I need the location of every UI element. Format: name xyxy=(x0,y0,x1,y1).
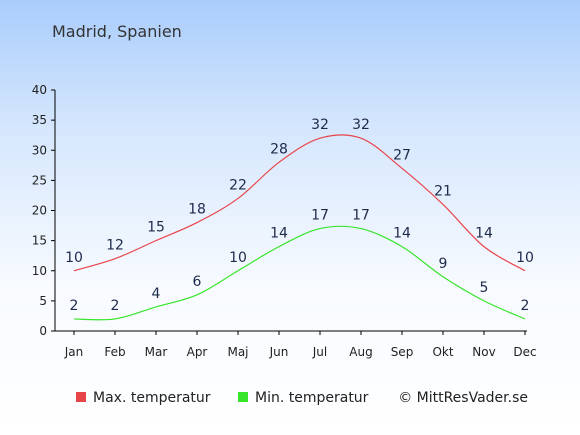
watermark: © MittResVader.se xyxy=(398,390,528,406)
data-label: 10 xyxy=(516,250,534,266)
data-label: 14 xyxy=(393,226,411,242)
data-label: 32 xyxy=(311,117,329,133)
y-tick-label: 5 xyxy=(39,294,47,308)
y-tick-label: 10 xyxy=(32,264,47,278)
x-tick-label: Feb xyxy=(104,345,125,359)
data-label: 22 xyxy=(229,177,247,193)
legend-swatch-0 xyxy=(76,392,86,402)
y-tick-label: 30 xyxy=(32,143,47,157)
data-label: 15 xyxy=(147,220,165,236)
data-label: 14 xyxy=(475,226,493,242)
legend: Max. temperatur Min. temperatur xyxy=(76,390,369,406)
data-label: 12 xyxy=(106,238,124,254)
series-line-0 xyxy=(73,134,526,272)
data-label: 21 xyxy=(434,183,452,199)
series-lines xyxy=(73,134,526,321)
y-tick-label: 15 xyxy=(32,234,47,248)
x-tick-label: Aug xyxy=(349,345,372,359)
x-tick-label: Jan xyxy=(64,345,84,359)
data-label: 9 xyxy=(439,256,448,272)
data-label: 2 xyxy=(70,298,79,314)
legend-label-0: Max. temperatur xyxy=(93,390,211,406)
x-tick-label: Apr xyxy=(187,345,208,359)
y-tick-label: 0 xyxy=(39,324,47,338)
x-tick-label: Nov xyxy=(472,345,495,359)
y-tick-label: 40 xyxy=(32,83,47,97)
x-tick-label: Maj xyxy=(227,345,248,359)
x-tick-label: Jun xyxy=(269,345,289,359)
y-tick-label: 35 xyxy=(32,113,47,127)
data-label: 14 xyxy=(270,226,288,242)
x-tick-label: Dec xyxy=(513,345,536,359)
data-label: 28 xyxy=(270,141,288,157)
data-label: 32 xyxy=(352,117,370,133)
x-tick-label: Mar xyxy=(145,345,168,359)
x-tick-label: Okt xyxy=(432,345,453,359)
data-label: 2 xyxy=(521,298,530,314)
data-label: 5 xyxy=(480,280,489,296)
data-label: 17 xyxy=(311,208,329,224)
chart-title: Madrid, Spanien xyxy=(52,22,182,41)
series-line-1 xyxy=(73,225,526,321)
y-tick-label: 25 xyxy=(32,173,47,187)
data-label: 4 xyxy=(152,286,161,302)
x-tick-label: Jul xyxy=(312,345,327,359)
y-tick-label: 20 xyxy=(32,204,47,218)
x-tick-label: Sep xyxy=(391,345,414,359)
data-label: 2 xyxy=(111,298,120,314)
data-label: 27 xyxy=(393,147,411,163)
data-label: 17 xyxy=(352,208,370,224)
data-label: 6 xyxy=(193,274,202,290)
data-label: 10 xyxy=(65,250,83,266)
data-label: 18 xyxy=(188,202,206,218)
legend-label-1: Min. temperatur xyxy=(255,390,369,406)
legend-swatch-1 xyxy=(238,392,248,402)
data-label: 10 xyxy=(229,250,247,266)
